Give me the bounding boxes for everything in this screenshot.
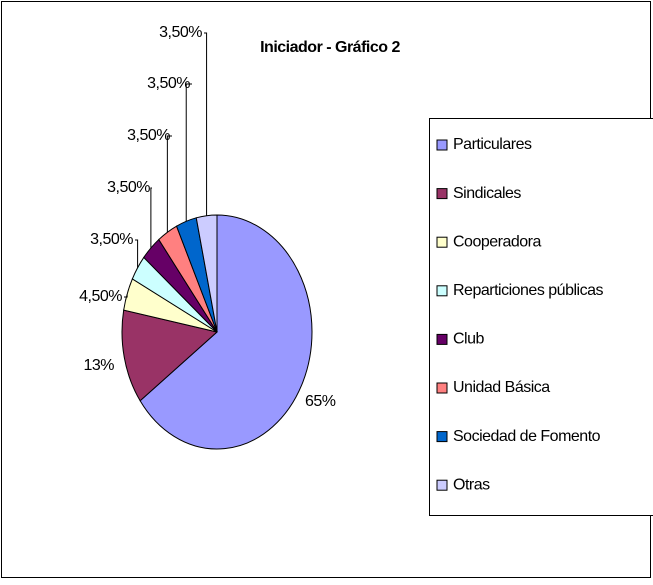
legend-label: Club xyxy=(453,331,485,348)
data-label: 3,50% xyxy=(107,179,150,196)
legend-label: Reparticiones públicas xyxy=(453,282,603,299)
data-label: 3,50% xyxy=(90,231,133,248)
data-label: 3,50% xyxy=(127,127,170,144)
data-label: 13% xyxy=(83,357,114,374)
data-label: 3,50% xyxy=(147,75,190,92)
legend-swatch xyxy=(437,432,447,442)
legend-label: Unidad Básica xyxy=(453,379,550,396)
legend-swatch xyxy=(437,334,447,344)
chart-title: Iniciador - Gráfico 2 xyxy=(260,39,400,56)
legend-label: Cooperadora xyxy=(453,233,542,250)
legend-box xyxy=(430,119,653,516)
legend-label: Otras xyxy=(453,476,490,493)
legend-label: Particulares xyxy=(453,136,532,153)
legend-label: Sindicales xyxy=(453,185,521,202)
data-label: 65% xyxy=(305,393,336,410)
legend-swatch xyxy=(437,383,447,393)
legend-swatch xyxy=(437,286,447,296)
legend-label: Sociedad de Fomento xyxy=(453,428,601,445)
legend-swatch xyxy=(437,189,447,199)
legend-swatch xyxy=(437,480,447,490)
legend-swatch xyxy=(437,140,447,150)
data-label: 4,50% xyxy=(79,288,122,305)
data-label: 3,50% xyxy=(159,24,202,41)
legend-swatch xyxy=(437,237,447,247)
